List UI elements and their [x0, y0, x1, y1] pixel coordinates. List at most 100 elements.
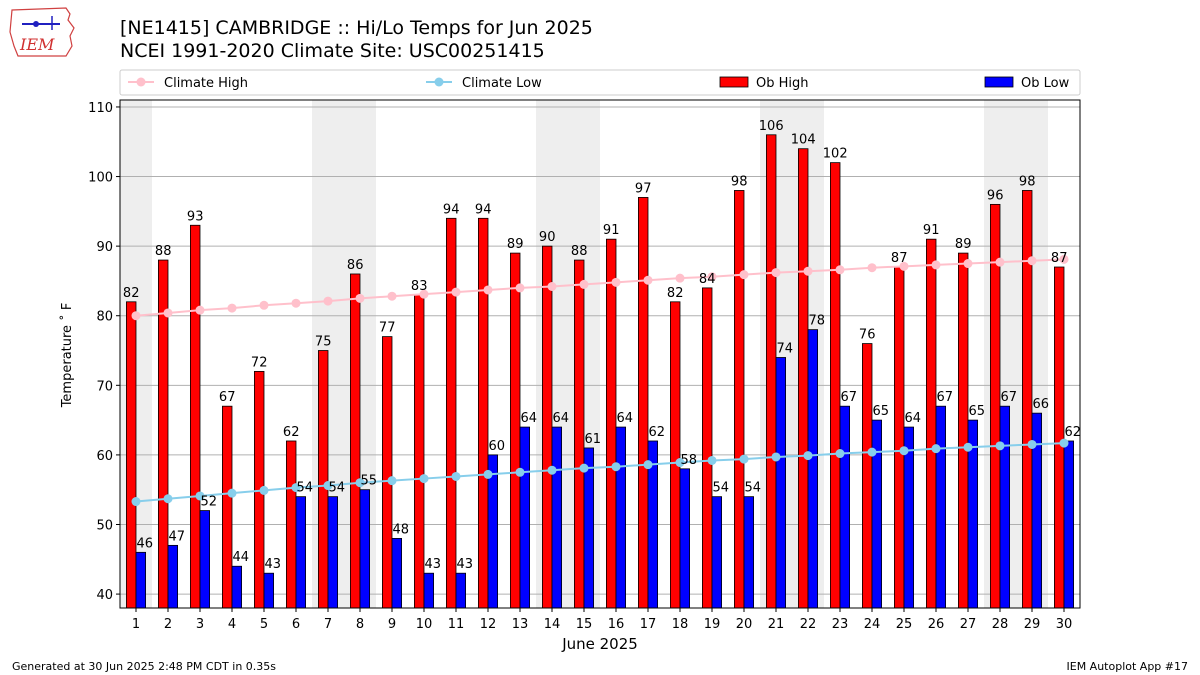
- ob-low-label: 54: [297, 481, 314, 496]
- ob-high-label: 88: [571, 244, 588, 259]
- x-tick-label: 28: [992, 617, 1009, 632]
- ob-low-label: 44: [233, 550, 250, 565]
- ob-low-label: 64: [521, 411, 538, 426]
- ob-high-bar: [381, 336, 393, 609]
- climate-high-point: [227, 303, 237, 313]
- ob-high-bar: [317, 350, 329, 609]
- ob-high-label: 67: [219, 390, 236, 405]
- climate-high-point: [451, 287, 461, 297]
- ob-low-bar: [199, 510, 211, 609]
- x-tick-label: 6: [292, 617, 300, 632]
- climate-high-point: [803, 266, 813, 276]
- ob-high-label: 98: [731, 174, 748, 189]
- x-tick-label: 29: [1024, 617, 1041, 632]
- ob-high-label: 82: [667, 286, 684, 301]
- y-tick-label: 40: [96, 588, 113, 603]
- climate-low-point: [963, 442, 973, 452]
- x-tick-label: 7: [324, 617, 332, 632]
- climate-high-point: [483, 285, 493, 295]
- x-tick-label: 13: [512, 617, 529, 632]
- climate-high-point: [643, 275, 653, 285]
- ob-low-label: 43: [457, 557, 474, 572]
- ob-high-label: 72: [251, 355, 268, 370]
- climate-high-point: [707, 272, 717, 282]
- x-tick-label: 24: [864, 617, 881, 632]
- x-tick-label: 20: [736, 617, 753, 632]
- iem-logo: IEM: [8, 6, 80, 62]
- ob-high-label: 88: [155, 244, 172, 259]
- ob-high-bar: [189, 224, 201, 609]
- x-tick-label: 14: [544, 617, 561, 632]
- ob-low-bar: [999, 405, 1011, 609]
- x-tick-label: 23: [832, 617, 849, 632]
- climate-high-point: [835, 265, 845, 275]
- ob-low-label: 66: [1033, 397, 1050, 412]
- ob-high-bar: [670, 301, 681, 609]
- climate-high-point: [515, 283, 525, 293]
- climate-low-point: [323, 481, 333, 491]
- ob-low-label: 64: [905, 411, 922, 426]
- y-tick-label: 60: [96, 449, 113, 464]
- ob-high-label: 98: [1019, 174, 1036, 189]
- ob-low-label: 74: [777, 341, 794, 356]
- ob-high-label: 62: [283, 425, 300, 440]
- ob-high-label: 96: [987, 188, 1004, 203]
- ob-low-bar: [711, 496, 723, 609]
- climate-high-point: [259, 300, 269, 310]
- climate-low-point: [259, 485, 269, 495]
- x-tick-label: 10: [416, 617, 433, 632]
- ob-low-label: 58: [681, 453, 698, 468]
- climate-high-point: [387, 291, 397, 301]
- climate-high-point: [419, 289, 429, 299]
- ob-high-label: 76: [859, 328, 876, 343]
- x-tick-label: 15: [576, 617, 593, 632]
- climate-low-point: [483, 469, 493, 479]
- ob-low-bar: [359, 489, 371, 609]
- climate-low-point: [579, 463, 589, 473]
- ob-high-bar: [126, 301, 137, 609]
- ob-high-label: 87: [1051, 251, 1068, 266]
- climate-low-point: [867, 447, 877, 457]
- grid-lines: [120, 106, 1080, 595]
- x-tick-label: 5: [260, 617, 268, 632]
- climate-high-point: [355, 293, 365, 303]
- climate-high-point: [163, 308, 173, 318]
- y-tick-label: 70: [96, 379, 113, 394]
- x-tick-label: 18: [672, 617, 689, 632]
- logo-text: IEM: [19, 35, 55, 54]
- ob-low-label: 62: [649, 425, 666, 440]
- climate-low-point: [355, 478, 365, 488]
- ob-high-bar: [606, 238, 617, 609]
- ob-low-bar: [743, 496, 755, 609]
- climate-low-point: [611, 462, 621, 472]
- x-tick-label: 2: [164, 617, 172, 632]
- climate-low-point: [1059, 438, 1069, 448]
- ob-low-bar: [167, 544, 179, 609]
- climate-low-point: [995, 441, 1005, 451]
- climate-low-point: [387, 476, 397, 486]
- climate-high-legend-label: Climate High: [164, 76, 248, 91]
- climate-low-point: [803, 451, 813, 461]
- chart-title: [NE1415] CAMBRIDGE :: Hi/Lo Temps for Ju…: [120, 17, 593, 39]
- ob-low-bar: [455, 572, 467, 609]
- ob-high-label: 102: [823, 147, 848, 162]
- ob-high-bar: [349, 273, 361, 609]
- ob-low-bar: [135, 551, 147, 609]
- climate-high-line: [135, 258, 1065, 317]
- ob-high-bar: [221, 405, 233, 609]
- ob-low-bar: [391, 538, 403, 609]
- ob-low-bar: [423, 572, 435, 609]
- ob-high-bar: [542, 245, 553, 609]
- data-labels: 82 46 88 47 93 52 67 44 72 43 62 54 75 54 86 55 77 48 83 43…: [123, 119, 1081, 572]
- climate-low-point: [739, 454, 749, 464]
- ob-high-label: 77: [379, 321, 396, 336]
- ob-high-bar: [445, 217, 457, 609]
- legend-box: [119, 69, 1081, 96]
- ob-low-label: 55: [361, 474, 378, 489]
- legend: Climate High Climate Low Ob High Ob Low: [119, 69, 1081, 96]
- ob-high-label: 91: [603, 223, 620, 238]
- climate-low-point: [931, 444, 941, 454]
- climate-high-point: [1059, 254, 1069, 264]
- climate-high-point: [899, 261, 909, 271]
- ob-high-label: 104: [791, 133, 816, 148]
